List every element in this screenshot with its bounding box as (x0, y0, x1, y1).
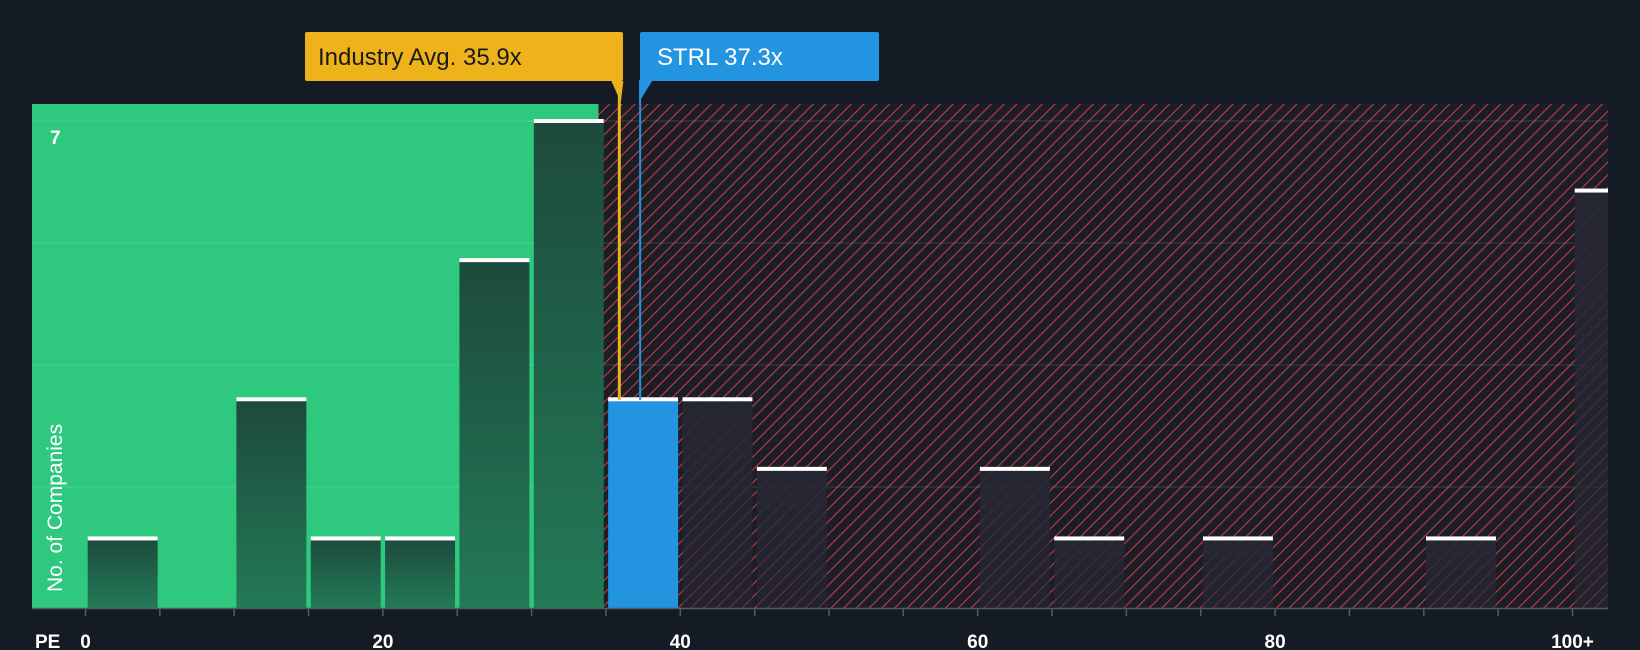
histogram-bar (459, 260, 530, 608)
bar-cap (608, 397, 679, 402)
histogram-bar (1202, 538, 1273, 608)
bar-cap (1574, 188, 1608, 193)
industry-avg-callout (305, 32, 623, 81)
histogram-bar (1574, 190, 1608, 609)
histogram-bar (533, 121, 604, 608)
histogram-bar (385, 538, 456, 608)
histogram-bar (979, 468, 1050, 608)
bar-cap (1202, 536, 1273, 541)
bar-cap (459, 258, 530, 263)
bar-cap (385, 536, 456, 541)
x-tick-label: 20 (372, 632, 393, 650)
histogram-bar (682, 399, 753, 608)
histogram-bar (310, 538, 381, 608)
bar-cap (682, 397, 753, 402)
histogram-bar (1054, 538, 1125, 608)
bar-cap (1054, 536, 1125, 541)
bar-cap (756, 466, 827, 471)
company-pe-label: STRL 37.3x (657, 44, 783, 71)
x-tick-label: 0 (80, 632, 91, 650)
histogram-bar (756, 468, 827, 608)
x-tick-label: 40 (670, 632, 691, 650)
industry-avg-label: Industry Avg. 35.9x (318, 44, 522, 71)
bar-cap (310, 536, 381, 541)
x-tick-label: 60 (967, 632, 988, 650)
bar-cap (533, 119, 604, 123)
company-pe-callout (640, 32, 879, 81)
histogram-bar (608, 399, 679, 608)
x-axis-title: PE (35, 632, 60, 650)
bar-cap (236, 397, 307, 402)
industry-avg-pointer (611, 81, 624, 102)
y-tick-label: 7 (50, 128, 61, 149)
histogram-bar (236, 399, 307, 608)
bar-cap (1426, 536, 1496, 541)
company-pe-pointer (639, 81, 653, 102)
bar-cap (979, 466, 1050, 471)
x-tick-label: 80 (1265, 632, 1286, 650)
bar-cap (87, 536, 158, 541)
histogram-bar (1426, 538, 1496, 608)
x-tick-label: 100+ (1551, 632, 1594, 650)
y-axis-title: No. of Companies (44, 424, 67, 592)
histogram-bar (87, 538, 158, 608)
